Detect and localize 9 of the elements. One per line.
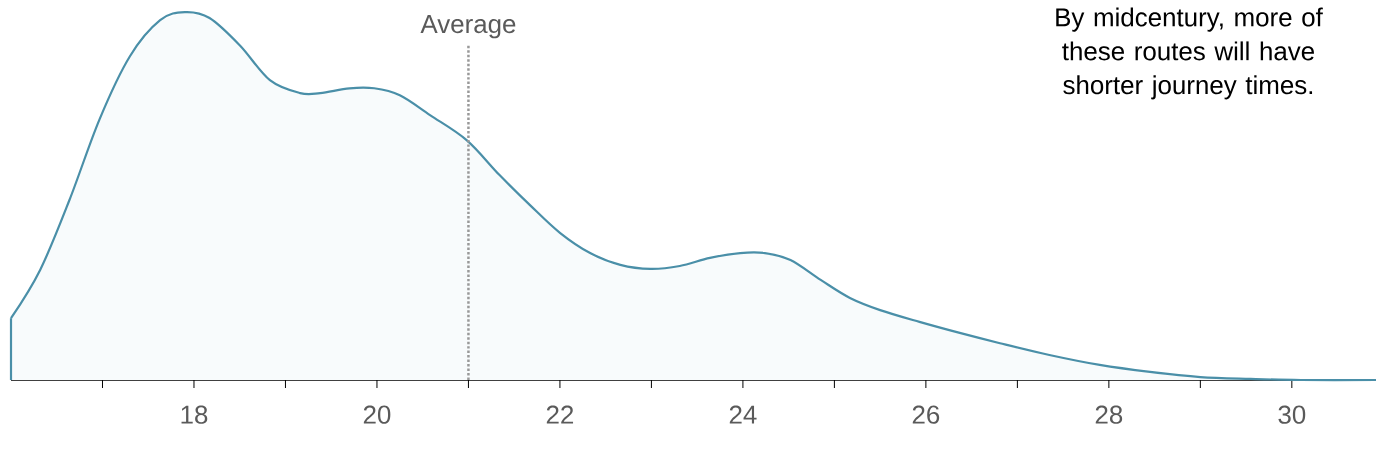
x-tick-label: 26 [912, 405, 940, 424]
x-tick-label: 22 [546, 405, 574, 424]
x-tick-label: 28 [1095, 405, 1123, 424]
ref-line-label: Average [420, 15, 516, 39]
x-tick-label: 18 [181, 405, 208, 424]
x-tick-label: 30 [1278, 405, 1306, 424]
x-tick-label: 20 [363, 405, 391, 424]
annotation: By midcentury, more of these routes will have shorter journey times. [1056, 7, 1323, 100]
x-tick-label: 24 [729, 405, 757, 424]
